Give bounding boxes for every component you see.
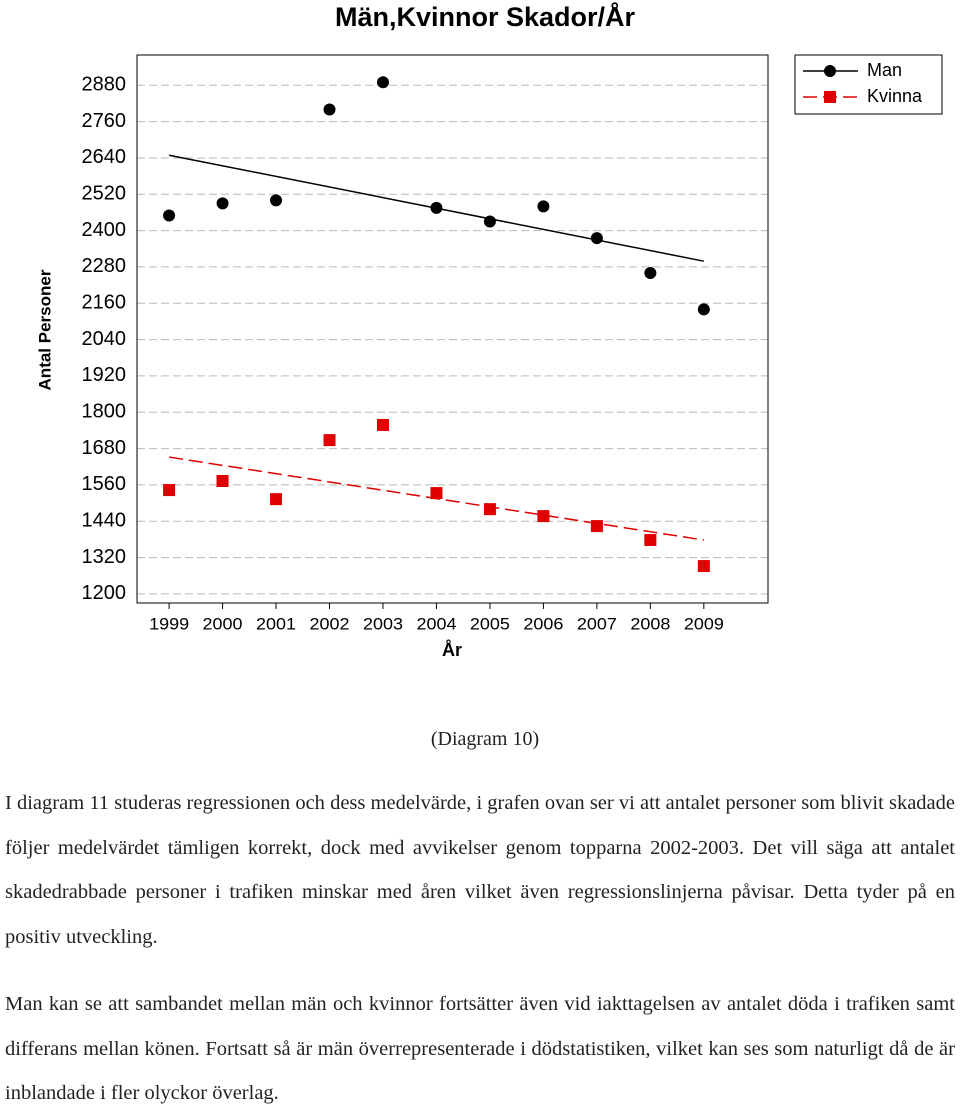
legend-marker [824,65,836,77]
point [376,418,389,431]
legend-marker [824,91,836,103]
point [483,503,496,516]
point [697,560,710,573]
x-tick-label: 2008 [630,614,670,633]
x-tick-label: 2006 [523,614,563,633]
plot-frame [136,54,769,604]
x-axis-label: År [442,640,462,660]
y-tick-label: 2880 [82,74,127,96]
y-tick-label: 1920 [82,364,127,386]
x-tick-label: 1999 [149,614,189,633]
point [270,194,283,207]
paragraph: I diagram 11 studeras regressionen och d… [5,792,955,948]
y-tick-label: 1320 [82,546,127,568]
point [163,484,176,497]
point [590,232,603,245]
y-tick-label: 2160 [82,292,127,314]
y-tick-label: 2520 [82,183,127,205]
point [376,76,389,89]
x-tick-label: 2007 [577,614,617,633]
point [483,215,496,228]
x-tick-label: 2000 [203,614,243,633]
point [697,303,710,316]
y-tick-label: 2760 [82,110,127,132]
x-tick-label: 2001 [256,614,296,633]
point [537,200,550,213]
point [590,520,603,533]
point [216,197,229,210]
x-tick-label: 2002 [310,614,350,633]
point [323,103,336,116]
paragraph: Man kan se att sambandet mellan män och … [5,993,955,1104]
chart-title: Män,Kvinnor Skador/År [335,1,636,32]
point [163,209,176,222]
y-tick-label: 2280 [82,255,127,277]
x-tick-label: 2004 [416,614,456,633]
y-axis-label: Antal Personer [35,269,54,390]
point [430,487,443,500]
y-tick-label: 1440 [82,510,127,532]
x-tick-label: 2003 [363,614,403,633]
point [323,434,336,447]
y-tick-label: 1680 [82,437,127,459]
y-tick-label: 2040 [82,328,127,350]
y-tick-label: 1560 [82,473,127,495]
x-tick-label: 2005 [470,614,510,633]
point [644,534,657,547]
caption: (Diagram 10) [430,728,540,750]
y-tick-label: 2640 [82,146,127,168]
x-tick-label: 2009 [684,614,724,633]
point [644,266,657,279]
point [216,474,229,487]
chart: Män,Kvinnor Skador/År År Antal Personer … [35,1,943,660]
point [537,510,550,523]
y-tick-label: 2400 [82,219,127,241]
legend-box [794,54,943,115]
point [270,493,283,506]
y-tick-label: 1800 [82,401,127,423]
point [430,201,443,214]
legend-label: Kvinna [867,86,923,106]
y-tick-label: 1200 [82,582,127,604]
legend-label: Man [867,60,902,80]
